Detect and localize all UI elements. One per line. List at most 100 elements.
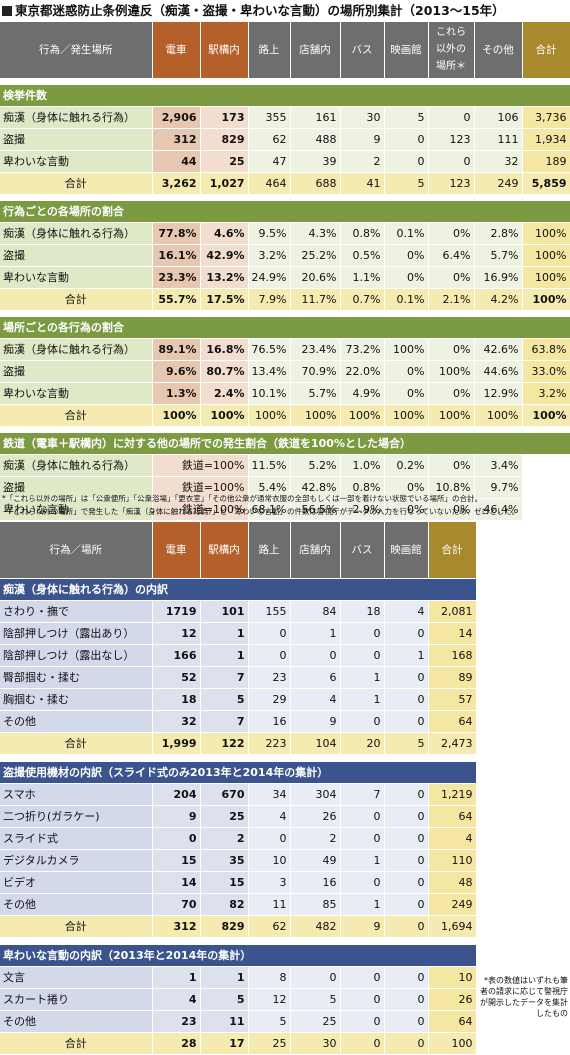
- section-title-row: 場所ごとの各行為の割合: [0, 316, 570, 339]
- total-row: 合計 100% 100% 100% 100% 100% 100% 100% 100% 100%: [0, 404, 570, 427]
- data-cell: 10.8%: [428, 476, 475, 499]
- data-cell: 77.8%: [152, 222, 201, 245]
- data-cell: 0: [152, 827, 201, 850]
- total-cell: 100%: [200, 404, 249, 427]
- data-cell: 13.4%: [248, 360, 291, 383]
- data-cell: 0: [248, 644, 291, 667]
- table-row: 陰部押しつけ（露出あり） 12 1 0 1 0 0 14: [0, 622, 477, 645]
- total-cell: 25: [248, 1032, 291, 1055]
- section-title-row: 鉄道（電車＋駅構内）に対する他の場所での発生割合（鉄道を100%とした場合）: [0, 432, 570, 455]
- data-cell: 25: [200, 150, 249, 173]
- data-cell: 0%: [428, 338, 475, 361]
- data-cell: 488: [290, 128, 341, 151]
- data-cell: 5: [384, 106, 429, 129]
- table-row: さわり・撫で 1719 101 155 84 18 4 2,081: [0, 600, 477, 623]
- data-cell: 42.9%: [200, 244, 249, 267]
- data-cell: 64: [428, 805, 477, 828]
- total-cell: 100%: [474, 404, 523, 427]
- data-cell: 1: [340, 849, 385, 872]
- data-cell: 39: [290, 150, 341, 173]
- section-title: 盗撮使用機材の内訳（スライド式のみ2013年と2014年の集計）: [0, 761, 477, 784]
- rail-base-cell: 鉄道=100%: [152, 476, 249, 499]
- data-cell: 4.3%: [290, 222, 341, 245]
- data-cell: 166: [152, 644, 201, 667]
- data-cell: 4: [428, 827, 477, 850]
- row-label: 痴漢（身体に触れる行為）: [0, 106, 153, 129]
- data-cell: 48: [428, 871, 477, 894]
- data-cell: 12.9%: [474, 382, 523, 405]
- data-cell: 1: [290, 622, 341, 645]
- table-row: 痴漢（身体に触れる行為） 鉄道=100% 11.5% 5.2% 1.0% 0.2% 0% 3.…: [0, 454, 570, 477]
- total-cell: 9: [340, 915, 385, 938]
- data-cell: 32: [152, 710, 201, 733]
- table-row: 卑わいな言動 44 25 47 39 2 0 0 32 189: [0, 150, 570, 173]
- table-row: 痴漢（身体に触れる行為） 2,906 173 355 161 30 5 0 106 3,736: [0, 106, 570, 129]
- row-label: 卑わいな言動: [0, 150, 153, 173]
- data-cell: 18: [340, 600, 385, 623]
- data-cell: 7: [200, 710, 249, 733]
- total-cell: 17: [200, 1032, 249, 1055]
- data-cell: 22.0%: [340, 360, 385, 383]
- data-cell: 9.6%: [152, 360, 201, 383]
- data-cell: 9: [340, 128, 385, 151]
- row-label: 臀部掴む・揉む: [0, 666, 153, 689]
- rail-base-cell: 鉄道=100%: [152, 498, 249, 521]
- data-cell: 7: [340, 783, 385, 806]
- section-title-row: 卑わいな言動の内訳（2013年と2014年の集計）: [0, 944, 477, 967]
- row-label: その他: [0, 1010, 153, 1033]
- table-row: スマホ 204 670 34 304 7 0 1,219: [0, 783, 477, 806]
- data-cell: 68.1%: [248, 498, 291, 521]
- data-cell: 2: [290, 827, 341, 850]
- data-cell: 85: [290, 893, 341, 916]
- row-label: 卑わいな言動: [0, 498, 153, 521]
- data-cell: 16: [290, 871, 341, 894]
- data-cell: 1: [340, 893, 385, 916]
- data-cell: 0: [290, 644, 341, 667]
- data-cell: 23: [248, 666, 291, 689]
- data-cell: 2,906: [152, 106, 201, 129]
- title-text: 東京都迷惑防止条例違反（痴漢・盗撮・卑わいな言動）の場所別集計（2013〜15年…: [15, 3, 505, 18]
- data-cell: 16: [248, 710, 291, 733]
- section-spacer: [0, 937, 477, 945]
- data-cell: 73.2%: [340, 338, 385, 361]
- data-cell: 11: [248, 893, 291, 916]
- table-header-row: 行為／発生場所 電車 駅構内 路上 店舗内 バス 映画館 これら以外の場所＊ その他 合計: [0, 22, 570, 79]
- section-title-row: 行為ごとの各場所の割合: [0, 200, 570, 223]
- total-cell: 249: [474, 172, 523, 195]
- column-header: 映画館: [384, 522, 429, 579]
- data-cell: 89.1%: [152, 338, 201, 361]
- data-cell: 0.1%: [384, 222, 429, 245]
- column-header: 路上: [248, 522, 291, 579]
- total-cell: 17.5%: [200, 288, 249, 311]
- row-label: 陰部押しつけ（露出あり）: [0, 622, 153, 645]
- data-cell: 100%: [428, 360, 475, 383]
- row-label: デジタルカメラ: [0, 849, 153, 872]
- data-cell: 42.6%: [474, 338, 523, 361]
- data-cell: 0: [248, 827, 291, 850]
- row-label: 痴漢（身体に触れる行為）: [0, 454, 153, 477]
- total-label: 合計: [0, 732, 153, 755]
- data-cell: 3.2%: [522, 382, 570, 405]
- data-cell: 6.4%: [428, 244, 475, 267]
- data-cell: 0: [290, 966, 341, 989]
- data-cell: 84: [290, 600, 341, 623]
- data-cell: 4: [290, 688, 341, 711]
- total-cell: 41: [340, 172, 385, 195]
- data-cell: 0: [248, 622, 291, 645]
- row-label: スカート捲り: [0, 988, 153, 1011]
- data-cell: 123: [428, 128, 475, 151]
- total-cell: 100%: [522, 288, 570, 311]
- row-label: その他: [0, 710, 153, 733]
- data-cell: 1.0%: [340, 454, 385, 477]
- data-cell: 24.9%: [248, 266, 291, 289]
- section-title-row: 痴漢（身体に触れる行為）の内訳: [0, 578, 477, 601]
- row-label: 盗撮: [0, 244, 153, 267]
- column-header: 店舗内: [290, 522, 341, 579]
- data-cell: 0: [340, 966, 385, 989]
- total-label: 合計: [0, 288, 153, 311]
- total-row: 合計 28 17 25 30 0 0 100: [0, 1032, 477, 1055]
- row-label: 陰部押しつけ（露出なし）: [0, 644, 153, 667]
- data-cell: 33.0%: [522, 360, 570, 383]
- table-row: スカート捲り 4 5 12 5 0 0 26: [0, 988, 477, 1011]
- total-cell: 100%: [428, 404, 475, 427]
